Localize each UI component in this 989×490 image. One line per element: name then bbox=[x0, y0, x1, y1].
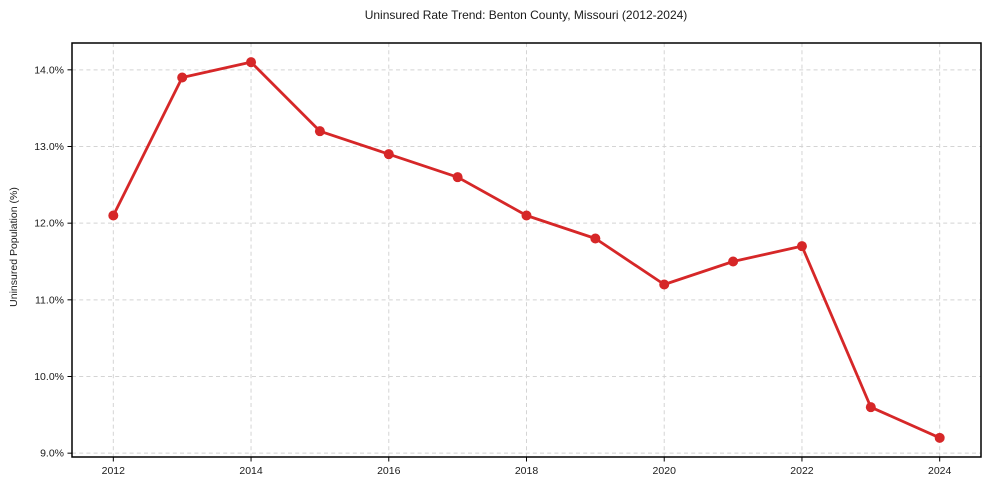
data-point bbox=[452, 172, 463, 183]
data-point bbox=[314, 126, 325, 137]
chart-title: Uninsured Rate Trend: Benton County, Mis… bbox=[364, 8, 688, 22]
y-tick-label: 11.0% bbox=[35, 294, 64, 306]
data-point bbox=[590, 233, 601, 244]
x-tick-label: 2020 bbox=[653, 465, 677, 477]
y-tick-label: 14.0% bbox=[34, 64, 64, 76]
y-tick-label: 12.0% bbox=[34, 218, 64, 230]
y-tick-label: 9.0% bbox=[40, 448, 64, 460]
data-point bbox=[383, 149, 394, 160]
data-point bbox=[728, 256, 739, 267]
y-tick-label: 13.0% bbox=[34, 141, 64, 153]
x-tick-label: 2018 bbox=[515, 465, 539, 477]
data-point bbox=[659, 279, 670, 290]
x-tick-label: 2022 bbox=[790, 465, 814, 477]
data-point bbox=[177, 72, 188, 83]
y-tick-label: 10.0% bbox=[34, 371, 64, 383]
data-point bbox=[865, 402, 876, 413]
data-point bbox=[246, 57, 257, 68]
x-tick-label: 2014 bbox=[239, 465, 263, 477]
data-point bbox=[108, 210, 119, 221]
x-tick-label: 2016 bbox=[377, 465, 401, 477]
data-point bbox=[521, 210, 532, 221]
x-tick-label: 2012 bbox=[102, 465, 126, 477]
data-point bbox=[796, 241, 807, 252]
x-tick-label: 2024 bbox=[928, 465, 952, 477]
plot-area-background bbox=[72, 43, 981, 457]
data-point bbox=[934, 432, 945, 443]
